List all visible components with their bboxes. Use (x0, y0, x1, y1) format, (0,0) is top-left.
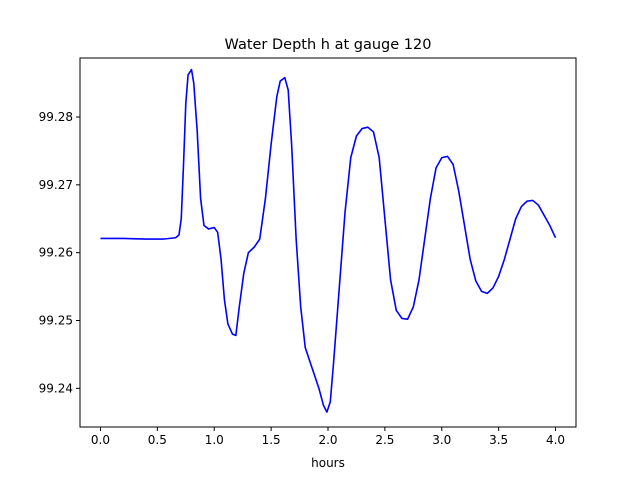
x-tick-label: 3.5 (489, 433, 508, 447)
y-tick-label: 99.27 (39, 178, 73, 192)
x-tick-label: 2.5 (375, 433, 394, 447)
x-tick-label: 1.5 (262, 433, 281, 447)
x-tick-label: 0.5 (148, 433, 167, 447)
plot-area: 0.0 0.5 1.0 1.5 2.0 2.5 3.0 3.5 4.0 99.24 99.25 99.… (39, 57, 577, 447)
chart-title: Water Depth h at gauge 120 (225, 37, 432, 53)
y-tick-label: 99.24 (39, 381, 73, 395)
x-axis-label: hours (311, 456, 345, 470)
x-tick-label: 3.0 (432, 433, 451, 447)
x-tick-label: 1.0 (205, 433, 224, 447)
x-tick-label: 0.0 (91, 433, 110, 447)
y-tick-label: 99.26 (39, 246, 73, 260)
x-tick-label: 2.0 (318, 433, 337, 447)
x-tick-label: 4.0 (546, 433, 565, 447)
y-tick-label: 99.28 (39, 110, 73, 124)
series-line-0 (100, 68, 557, 413)
y-tick-label: 99.25 (39, 314, 73, 328)
